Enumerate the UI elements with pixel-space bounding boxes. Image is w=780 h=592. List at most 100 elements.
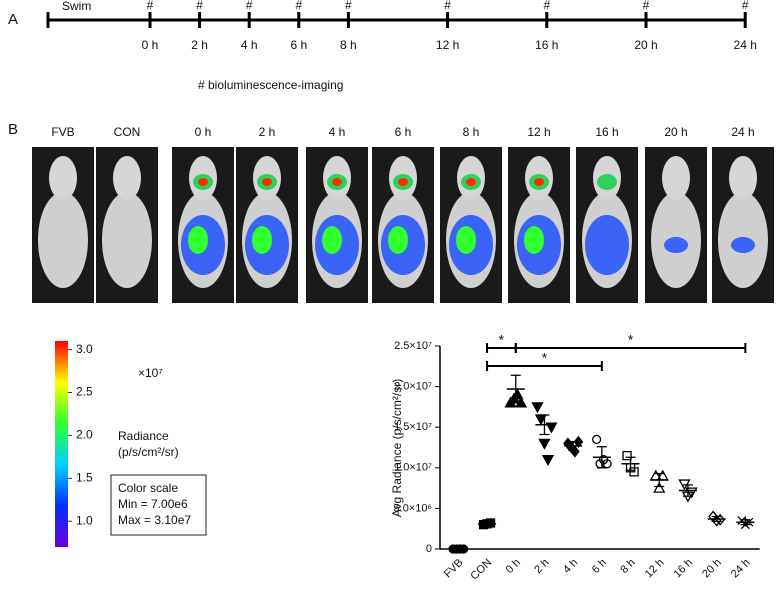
imaging-marker: #	[643, 0, 650, 12]
significance-bracket	[486, 361, 603, 371]
scale-unit: (p/s/cm²/sr)	[118, 445, 179, 459]
x-tick-label: 0 h	[504, 557, 523, 576]
error-bar	[596, 446, 607, 469]
scale-title: Radiance	[118, 429, 169, 443]
timeline-label: 12 h	[436, 38, 459, 52]
signal	[534, 178, 544, 186]
signal	[456, 226, 476, 254]
point	[629, 467, 639, 477]
imaging-marker: #	[345, 0, 352, 12]
point	[511, 388, 524, 400]
image-label: 12 h	[527, 125, 550, 139]
image-label: 8 h	[463, 125, 480, 139]
x-tick-label: CON	[468, 557, 494, 583]
image-label: 24 h	[731, 125, 754, 139]
image-label: 4 h	[329, 125, 346, 139]
x-tick-label: 4 h	[561, 557, 580, 576]
x-tick-label: 8 h	[618, 557, 637, 576]
timeline-label: 24 h	[734, 38, 757, 52]
signal	[731, 237, 755, 253]
scale-tick-label: 1.0	[76, 513, 93, 527]
signal	[466, 178, 476, 186]
imaging-marker: #	[147, 0, 154, 12]
scale-multiplier: ×10⁷	[138, 366, 163, 380]
timeline-label: 6 h	[290, 38, 307, 52]
image-label: FVB	[51, 125, 74, 139]
error-bar	[453, 547, 464, 551]
timeline-label: 20 h	[634, 38, 657, 52]
timeline-start: Swim	[62, 0, 91, 13]
timeline-label: 2 h	[191, 38, 208, 52]
panel-label: A	[8, 11, 18, 28]
imaging-marker: #	[543, 0, 550, 12]
x-tick-label: 24 h	[729, 557, 753, 581]
signal	[597, 174, 617, 190]
mouse-head	[113, 156, 141, 200]
y-tick-label: 1.5×10⁷	[394, 421, 432, 433]
y-tick-label: 2.0×10⁷	[394, 381, 432, 393]
image-label: 6 h	[395, 125, 412, 139]
timeline-label: 16 h	[535, 38, 558, 52]
signal	[322, 226, 342, 254]
imaging-marker: #	[246, 0, 253, 12]
point	[653, 481, 666, 493]
image-label: 0 h	[195, 125, 212, 139]
signal	[252, 226, 272, 254]
scale-max: Max = 3.10e7	[118, 513, 191, 527]
scale-min: Min = 7.00e6	[118, 497, 188, 511]
scale-tick-label: 3.0	[76, 342, 93, 356]
panel-label: B	[8, 121, 18, 138]
mouse-body	[102, 192, 152, 288]
signal	[188, 226, 208, 254]
y-tick-label: 5.0×10⁶	[394, 502, 432, 514]
signal	[198, 178, 208, 186]
imaging-marker: #	[742, 0, 749, 12]
image-label: 20 h	[664, 125, 687, 139]
error-bar	[711, 515, 722, 523]
signal	[398, 178, 408, 186]
x-tick-label: 2 h	[532, 557, 551, 576]
timeline-legend: # bioluminescence-imaging	[198, 78, 343, 92]
timeline-label: 0 h	[142, 38, 159, 52]
signal	[585, 215, 629, 275]
signal	[262, 178, 272, 186]
scale-box-title: Color scale	[118, 481, 178, 495]
error-bar	[510, 374, 521, 404]
mouse-head	[49, 156, 77, 200]
x-tick-label: 20 h	[700, 557, 724, 581]
point	[622, 450, 632, 461]
point	[531, 402, 544, 414]
error-bar	[482, 522, 493, 526]
point	[602, 459, 612, 469]
significance-label: *	[628, 332, 634, 348]
scale-tick-label: 2.0	[76, 428, 93, 442]
error-bar	[740, 519, 751, 526]
error-bar	[682, 484, 693, 497]
y-axis-label: Avg Radiance (p/s/cm²/sr)	[390, 379, 404, 518]
signal	[524, 226, 544, 254]
imaging-marker: #	[196, 0, 203, 12]
mouse-head	[662, 156, 690, 200]
timeline-label: 8 h	[340, 38, 357, 52]
x-tick-label: 16 h	[671, 557, 695, 581]
image-label: CON	[114, 125, 141, 139]
imaging-marker: #	[295, 0, 302, 12]
x-tick-label: 6 h	[590, 557, 609, 576]
point	[541, 455, 555, 467]
mouse-body	[38, 192, 88, 288]
point	[715, 513, 725, 526]
scale-tick-label: 1.5	[76, 471, 93, 485]
error-bar	[568, 441, 579, 451]
image-label: 16 h	[595, 125, 618, 139]
x-tick-label: FVB	[442, 557, 466, 581]
signal	[388, 226, 408, 254]
point	[538, 438, 551, 450]
mouse-head	[729, 156, 757, 200]
point	[591, 434, 602, 445]
significance-bracket	[514, 343, 747, 353]
image-label: 2 h	[259, 125, 276, 139]
x-tick-label: 12 h	[643, 557, 667, 581]
timeline-label: 4 h	[241, 38, 258, 52]
signal	[664, 237, 688, 253]
